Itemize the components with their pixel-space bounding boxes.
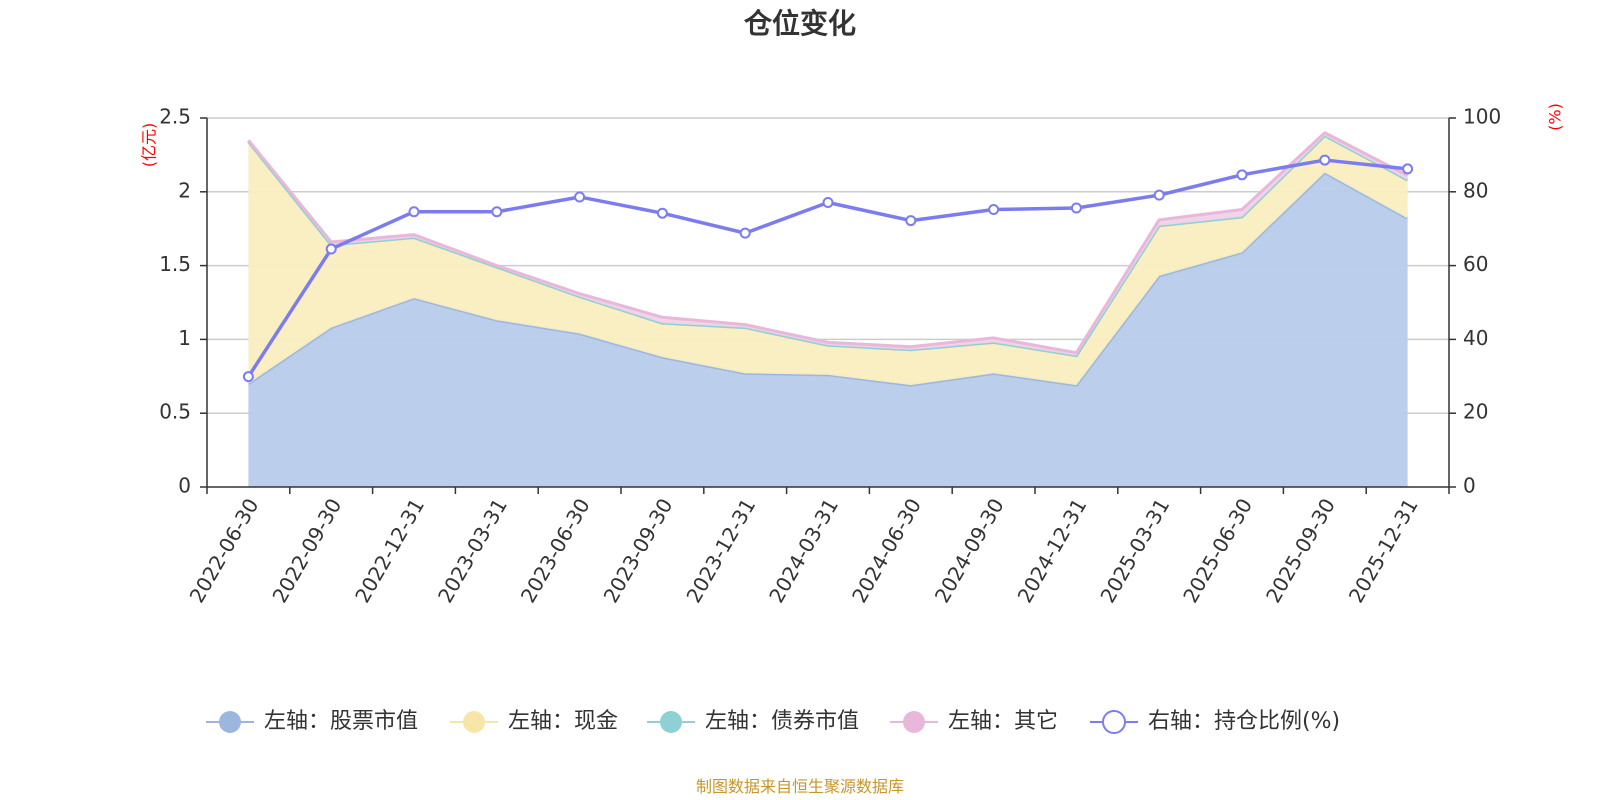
ratio-point bbox=[1070, 202, 1082, 214]
x-axis-tick-label: 2023-09-30 bbox=[599, 494, 678, 607]
right-axis-tick-label: 0 bbox=[1463, 474, 1476, 498]
x-axis-tick-label: 2025-06-30 bbox=[1178, 494, 1257, 607]
x-axis-tick-label: 2022-09-30 bbox=[267, 494, 346, 607]
x-axis-tick-label: 2024-12-31 bbox=[1013, 494, 1092, 607]
x-axis-tick-label: 2022-06-30 bbox=[185, 494, 264, 607]
right-axis-tick-label: 80 bbox=[1463, 178, 1488, 202]
ratio-point bbox=[1236, 169, 1248, 181]
left-axis-tick-label: 0 bbox=[178, 474, 191, 498]
legend-marker bbox=[660, 711, 682, 733]
ratio-point bbox=[408, 206, 420, 218]
series-line-左轴：其它 bbox=[247, 131, 1409, 355]
x-axis-tick-label: 2024-09-30 bbox=[930, 494, 1009, 607]
x-axis-tick-label: 2023-12-31 bbox=[681, 494, 760, 607]
legend-label: 左轴：现金 bbox=[508, 709, 618, 734]
chart-title: 仓位变化 bbox=[744, 7, 856, 40]
ratio-point bbox=[905, 215, 917, 227]
x-axis-tick-label: 2025-12-31 bbox=[1344, 494, 1423, 607]
source-note: 制图数据来自恒生聚源数据库 bbox=[696, 777, 904, 796]
ratio-point bbox=[656, 207, 668, 219]
x-axis-tick-label: 2023-06-30 bbox=[516, 494, 595, 607]
stacked-areas bbox=[247, 131, 1409, 487]
right-axis-unit: (%) bbox=[1546, 103, 1565, 131]
ratio-point bbox=[242, 371, 254, 383]
ratio-point bbox=[574, 191, 586, 203]
left-axis-tick-label: 1.5 bbox=[159, 252, 191, 276]
x-axis-tick-label: 2024-03-31 bbox=[764, 494, 843, 607]
area-左轴：股票市值 bbox=[248, 172, 1408, 487]
left-axis-tick-label: 2.5 bbox=[159, 105, 191, 129]
right-axis-tick-label: 20 bbox=[1463, 400, 1488, 424]
x-axis-tick-label: 2025-09-30 bbox=[1261, 494, 1340, 607]
left-axis-tick-label: 2 bbox=[178, 178, 191, 202]
right-axis-tick-label: 60 bbox=[1463, 252, 1488, 276]
legend-label: 左轴：其它 bbox=[948, 709, 1058, 734]
x-axis-tick-label: 2022-12-31 bbox=[350, 494, 429, 607]
legend-label: 左轴：股票市值 bbox=[264, 709, 418, 734]
ratio-point bbox=[491, 206, 503, 218]
left-axis-tick-label: 0.5 bbox=[159, 400, 191, 424]
legend: 左轴：股票市值 左轴：现金 左轴：债券市值 左轴：其它 右轴：持仓比例(%) bbox=[206, 709, 1340, 734]
x-axis-tick-label: 2025-03-31 bbox=[1095, 494, 1174, 607]
legend-marker bbox=[1102, 710, 1126, 734]
legend-label: 右轴：持仓比例(%) bbox=[1148, 709, 1340, 734]
left-axis-tick-label: 1 bbox=[178, 326, 191, 350]
legend-marker bbox=[219, 711, 241, 733]
x-axis-tick-label: 2023-03-31 bbox=[433, 494, 512, 607]
ratio-point bbox=[988, 204, 1000, 216]
ratio-point bbox=[739, 227, 751, 239]
ratio-point bbox=[1319, 154, 1331, 166]
position-ratio-line bbox=[242, 154, 1414, 383]
area-左轴：现金 bbox=[248, 135, 1408, 386]
legend-label: 左轴：债券市值 bbox=[705, 709, 859, 734]
ratio-point bbox=[1402, 163, 1414, 175]
legend-marker bbox=[903, 711, 925, 733]
left-axis-unit: (亿元) bbox=[140, 123, 159, 168]
ratio-point bbox=[822, 197, 834, 209]
legend-marker bbox=[463, 711, 485, 733]
right-axis-tick-label: 40 bbox=[1463, 326, 1488, 350]
ratio-point bbox=[325, 243, 337, 255]
x-axis-tick-label: 2024-06-30 bbox=[847, 494, 926, 607]
right-axis-tick-label: 100 bbox=[1463, 105, 1501, 129]
ratio-point bbox=[1153, 189, 1165, 201]
